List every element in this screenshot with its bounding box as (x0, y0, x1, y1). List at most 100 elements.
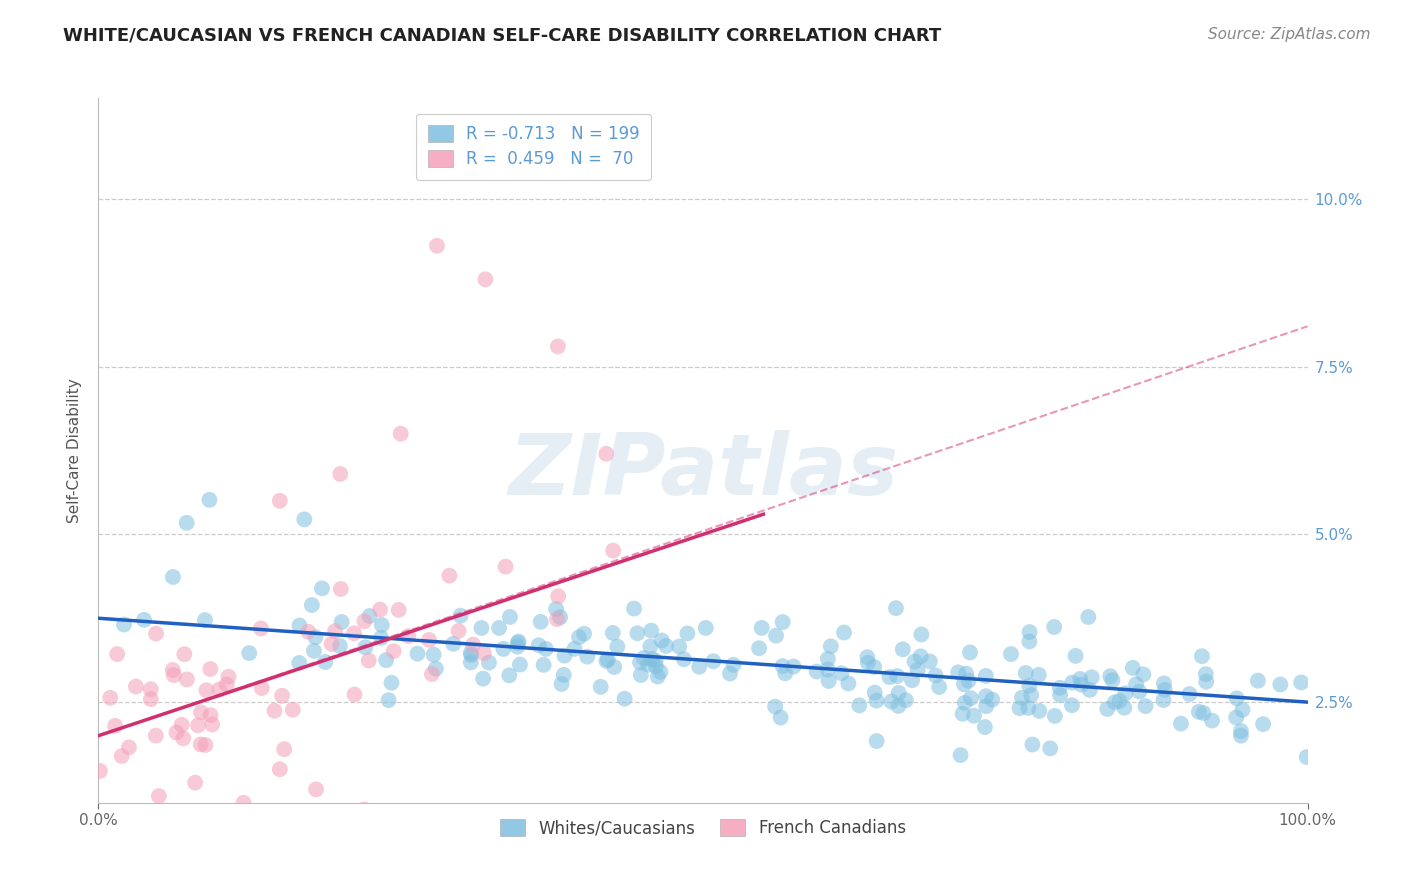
Point (460, 648, 482, 662)
Point (418, 632, 440, 647)
Point (269, 493, 291, 508)
Point (425, 662, 447, 676)
Point (89, 764, 111, 778)
Point (198, 492, 221, 507)
Point (1101, 673, 1123, 688)
Point (460, 656, 482, 670)
Point (907, 663, 929, 677)
Point (1270, 677, 1292, 691)
Point (302, 644, 325, 658)
Point (112, 617, 135, 632)
Point (450, 608, 472, 623)
Point (288, 618, 311, 632)
Point (1135, 699, 1157, 714)
Point (1201, 714, 1223, 728)
Point (553, 648, 575, 663)
Point (388, 603, 411, 617)
Point (105, 647, 128, 661)
Point (884, 601, 907, 615)
Point (672, 652, 695, 666)
Point (981, 692, 1004, 706)
Point (848, 698, 870, 713)
Point (353, 614, 375, 628)
Point (1018, 625, 1040, 640)
Y-axis label: Self-Care Disability: Self-Care Disability (67, 378, 83, 523)
Point (886, 669, 908, 683)
Point (676, 626, 699, 640)
Point (1114, 700, 1136, 714)
Point (232, 796, 254, 810)
Point (305, 782, 328, 797)
Point (194, 738, 217, 752)
Point (359, 609, 381, 624)
Point (297, 624, 319, 639)
Point (508, 634, 530, 648)
Point (200, 708, 222, 723)
Point (533, 657, 555, 672)
Point (547, 339, 569, 353)
Point (550, 677, 572, 691)
Point (644, 654, 666, 668)
Point (218, 670, 240, 684)
Point (630, 668, 652, 682)
Point (1028, 668, 1050, 682)
Point (765, 629, 787, 643)
Point (422, 648, 444, 662)
Point (1122, 661, 1144, 675)
Point (125, 680, 148, 694)
Point (963, 708, 986, 723)
Point (329, 582, 352, 596)
Point (263, 704, 285, 718)
Point (304, 630, 326, 644)
Point (623, 601, 645, 615)
Point (377, 693, 399, 707)
Point (118, 740, 141, 755)
Point (420, 667, 443, 681)
Point (1043, 620, 1066, 634)
Point (478, 656, 501, 670)
Point (176, 673, 198, 687)
Point (1008, 701, 1031, 715)
Point (1108, 694, 1130, 708)
Point (176, 516, 198, 530)
Point (647, 670, 669, 684)
Point (1104, 695, 1126, 709)
Point (208, 682, 231, 697)
Point (1232, 703, 1254, 717)
Point (1078, 682, 1101, 697)
Point (163, 668, 186, 682)
Point (1000, 647, 1022, 661)
Point (343, 688, 366, 702)
Point (382, 644, 405, 658)
Point (806, 665, 828, 679)
Point (1097, 702, 1119, 716)
Point (1021, 738, 1043, 752)
Point (863, 660, 886, 674)
Point (281, 703, 304, 717)
Point (495, 559, 517, 574)
Point (695, 621, 717, 635)
Point (603, 660, 626, 674)
Point (472, 646, 495, 660)
Point (640, 640, 662, 654)
Point (901, 673, 924, 688)
Point (461, 638, 484, 652)
Point (492, 641, 515, 656)
Point (1178, 687, 1201, 701)
Point (959, 645, 981, 659)
Point (1043, 709, 1066, 723)
Point (546, 612, 568, 626)
Point (530, 615, 553, 629)
Point (832, 625, 855, 640)
Point (353, 803, 375, 817)
Point (718, 666, 741, 681)
Point (1230, 724, 1253, 739)
Point (640, 624, 662, 638)
Point (572, 626, 595, 640)
Point (371, 618, 394, 632)
Point (269, 762, 291, 776)
Point (948, 665, 970, 680)
Point (1195, 667, 1218, 681)
Point (548, 610, 571, 624)
Point (633, 651, 655, 665)
